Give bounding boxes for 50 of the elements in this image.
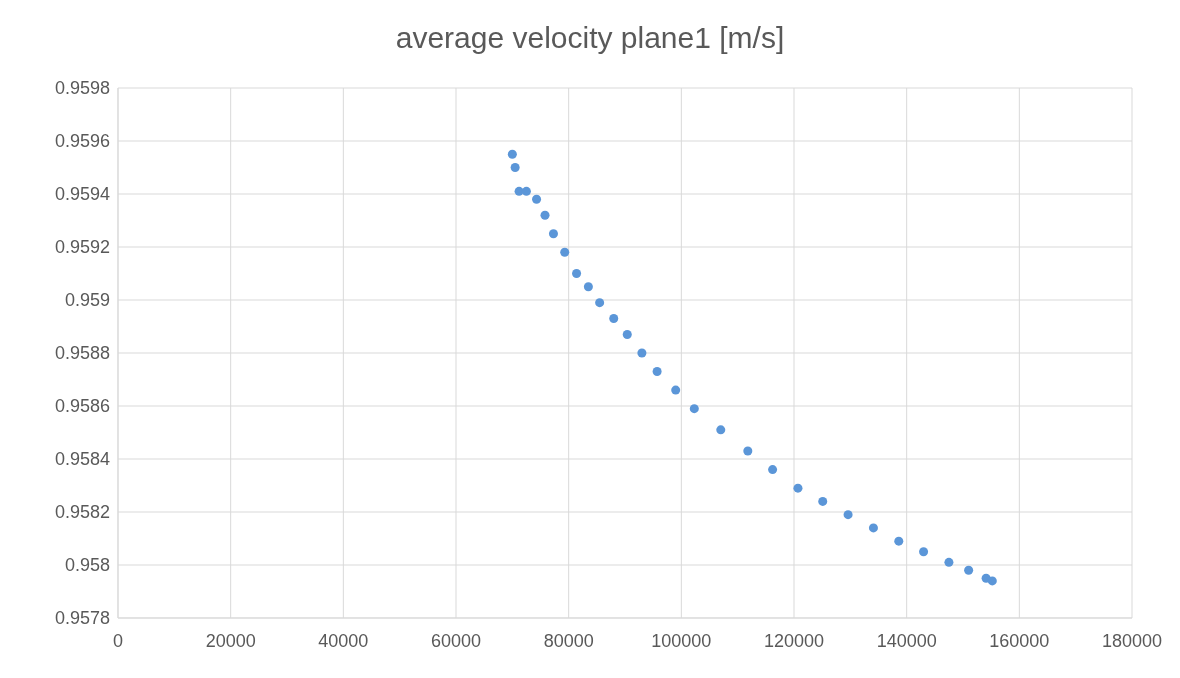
point [583, 282, 593, 292]
y-tick-label: 0.959 [64, 290, 110, 311]
point [818, 496, 828, 506]
x-tick-label: 60000 [430, 630, 482, 651]
x-tick-label: 40000 [318, 630, 369, 651]
point [793, 483, 803, 493]
point [652, 367, 662, 377]
point [540, 210, 550, 220]
point [689, 404, 699, 414]
point [768, 465, 778, 475]
y-tick-label: 0.9586 [54, 396, 110, 417]
x-tick-label: 120000 [763, 630, 825, 651]
y-tick-label: 0.9596 [54, 131, 110, 152]
y-tick-label: 0.9582 [54, 502, 110, 523]
y-tick-label: 0.9592 [54, 237, 110, 258]
point [964, 565, 974, 575]
point [843, 510, 853, 520]
x-tick-label: 100000 [651, 630, 712, 651]
point [609, 314, 619, 324]
point [622, 329, 632, 339]
point [919, 547, 929, 557]
x-tick-label: 140000 [876, 630, 937, 651]
chart-title: average velocity plane1 [m/s] [394, 20, 786, 56]
point [637, 348, 647, 358]
point [671, 385, 681, 395]
point [944, 557, 954, 567]
point [595, 298, 605, 308]
point [572, 268, 582, 279]
point [987, 576, 997, 586]
point [716, 425, 726, 435]
x-tick-label: 20000 [205, 630, 256, 651]
point [507, 149, 517, 159]
y-tick-label: 0.9588 [54, 343, 110, 364]
y-tick-label: 0.958 [64, 555, 110, 576]
x-tick-label: 160000 [989, 630, 1050, 651]
point [560, 247, 570, 257]
x-tick-label: 180000 [1101, 630, 1163, 651]
x-tick-label: 80000 [543, 630, 594, 651]
point [532, 194, 542, 204]
point [894, 536, 904, 546]
y-tick-label: 0.9598 [54, 78, 110, 99]
point [743, 446, 753, 456]
x-tick-label: 0 [112, 630, 124, 651]
point [521, 186, 531, 196]
point [868, 523, 878, 533]
y-tick-label: 0.9584 [54, 449, 110, 470]
y-tick-label: 0.9578 [54, 608, 110, 629]
point [510, 162, 520, 173]
y-tick-label: 0.9594 [54, 184, 110, 205]
point [548, 229, 558, 239]
